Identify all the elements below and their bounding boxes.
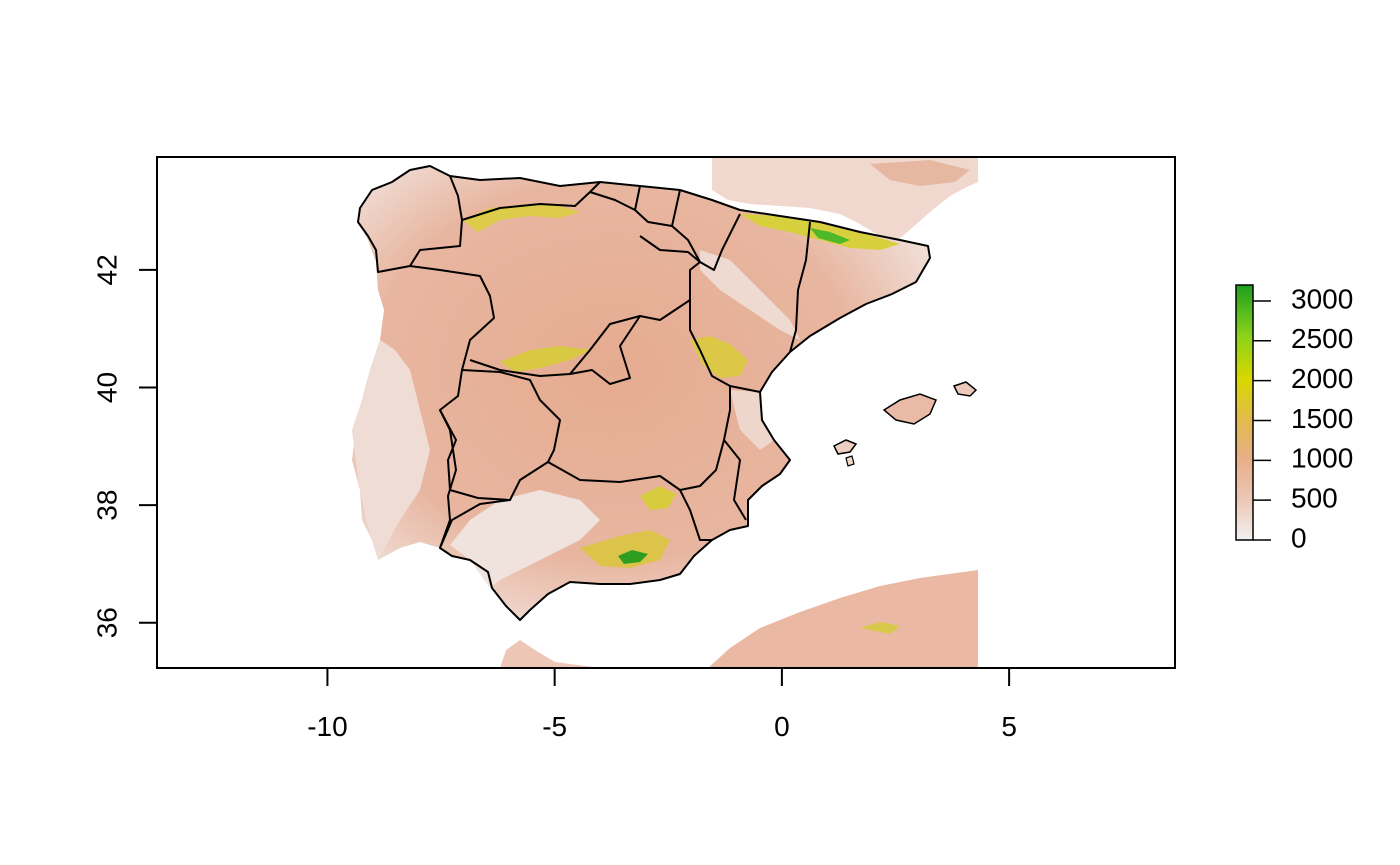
legend-tick-label: 3000	[1291, 283, 1353, 314]
france-highlands	[870, 160, 970, 186]
legend-tick-label: 0	[1291, 522, 1307, 553]
plot-frame	[156, 156, 1176, 669]
formentera-island	[845, 455, 855, 467]
border-cantabria	[589, 185, 641, 211]
border-andalucia	[439, 499, 511, 549]
segura-range	[640, 486, 676, 510]
border-extremadura	[439, 369, 561, 501]
iberian-system-range	[690, 336, 748, 378]
sierra-nevada-peaks	[618, 550, 648, 564]
border-valencia	[723, 439, 747, 521]
map-plot-area: -10 -5 0 5 36 38 40 42	[91, 156, 1176, 742]
legend-tick-label: 1000	[1291, 443, 1353, 474]
legend-tick-label: 2500	[1291, 323, 1353, 354]
elevation-raster	[352, 157, 978, 668]
border-murcia	[679, 489, 712, 541]
africa-land-west	[500, 640, 600, 668]
border-aragon-west	[689, 300, 761, 393]
border-aragon-cat	[789, 221, 811, 353]
valencia-lowland	[730, 390, 774, 450]
africa-land	[708, 570, 978, 668]
menorca-island	[952, 381, 978, 397]
border-navarra	[671, 213, 741, 271]
border-larioja	[639, 235, 701, 263]
x-tick-label: -10	[307, 711, 347, 742]
ibiza-island	[832, 439, 858, 455]
spain-outline	[357, 165, 931, 621]
legend-tick-label: 1500	[1291, 403, 1353, 434]
elevation-legend: 3000 2500 2000 1500 1000 500 0	[1235, 283, 1353, 553]
guadalquivir-lowland	[450, 490, 600, 588]
region-borders	[357, 165, 931, 621]
y-tick-label: 38	[91, 490, 122, 521]
pyrenees-peaks	[810, 228, 850, 244]
y-axis: 36 38 40 42	[91, 254, 157, 638]
betic-range	[580, 530, 670, 568]
portugal-lowland	[352, 340, 430, 560]
legend-ticks: 3000 2500 2000 1500 1000 500 0	[1253, 283, 1353, 553]
legend-color-bar	[1235, 284, 1254, 541]
border-madrid	[569, 315, 641, 385]
ebro-lowland	[700, 250, 800, 340]
x-tick-label: -5	[542, 711, 567, 742]
y-tick-label: 42	[91, 254, 122, 285]
y-tick-label: 36	[91, 607, 122, 638]
mallorca-island	[882, 393, 937, 425]
x-tick-label: 5	[1001, 711, 1017, 742]
x-tick-label: 0	[774, 711, 790, 742]
africa-mountains	[860, 622, 900, 634]
y-tick-label: 40	[91, 372, 122, 403]
central-system-range	[500, 346, 590, 372]
border-castilla-mancha-south	[547, 386, 731, 491]
legend-tick-label: 500	[1291, 483, 1338, 514]
border-asturias	[461, 181, 601, 221]
border-basque	[634, 189, 681, 227]
x-axis: -10 -5 0 5	[307, 668, 1017, 742]
border-galicia	[409, 175, 463, 267]
border-castile-leon-south	[469, 261, 701, 377]
legend-tick-label: 2000	[1291, 363, 1353, 394]
